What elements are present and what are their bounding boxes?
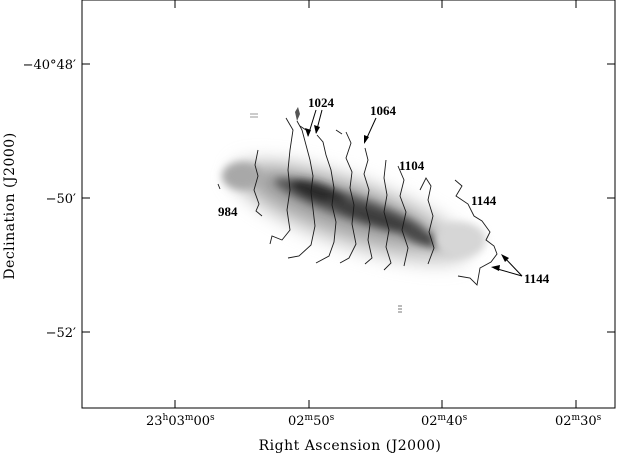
contour-1024-b xyxy=(315,134,337,264)
velocity-contours xyxy=(217,117,498,286)
arrowhead-1024-b xyxy=(314,125,320,134)
x-axis-title: Right Ascension (J2000) xyxy=(259,438,442,454)
contour-1064 xyxy=(363,147,373,265)
plot-frame xyxy=(81,0,616,409)
contour-1124 xyxy=(419,177,435,265)
contour-1004 xyxy=(269,117,294,245)
contour-spur xyxy=(299,125,343,135)
galaxy-image xyxy=(222,107,486,313)
y-tick-label-2: −52′ xyxy=(46,326,76,341)
contour-1044 xyxy=(339,131,357,264)
y-axis-title: Declination (J2000) xyxy=(2,132,18,279)
x-ticks xyxy=(174,0,577,408)
contour-label-1104: 1104 xyxy=(399,158,425,173)
x-tick-label-2: 02m40s xyxy=(421,413,468,429)
contour-1144 xyxy=(454,179,498,286)
contour-label-1064: 1064 xyxy=(370,103,397,118)
bad-pixel-mark xyxy=(250,113,258,118)
x-tick-label-0: 23h03m00s xyxy=(146,413,215,429)
arrowhead-1144-a xyxy=(501,254,509,262)
bad-pixel-mark-2 xyxy=(398,305,402,313)
contour-1024-a xyxy=(287,120,316,259)
arrowhead-1064 xyxy=(364,135,369,144)
small-dark-blob xyxy=(295,107,300,121)
contour-annotations: 1024 1064 1104 1144 1144 984 xyxy=(218,95,550,286)
y-tick-label-1: −50′ xyxy=(46,192,76,207)
x-tick-label-3: 02m30s xyxy=(555,413,602,429)
contour-984 xyxy=(217,149,263,217)
contour-label-1144-top: 1144 xyxy=(471,193,497,208)
contour-label-1024: 1024 xyxy=(308,95,335,110)
contour-label-1144-bottom: 1144 xyxy=(524,271,550,286)
contour-label-984: 984 xyxy=(218,204,238,219)
contour-1084 xyxy=(383,159,392,271)
arrowhead-1144-b xyxy=(491,265,500,271)
y-tick-label-0: −40°48′ xyxy=(23,58,76,73)
x-tick-label-1: 02m50s xyxy=(288,413,335,429)
arrowhead-1024-a xyxy=(305,128,311,137)
y-ticks xyxy=(82,63,615,333)
contour-1104 xyxy=(397,165,409,267)
